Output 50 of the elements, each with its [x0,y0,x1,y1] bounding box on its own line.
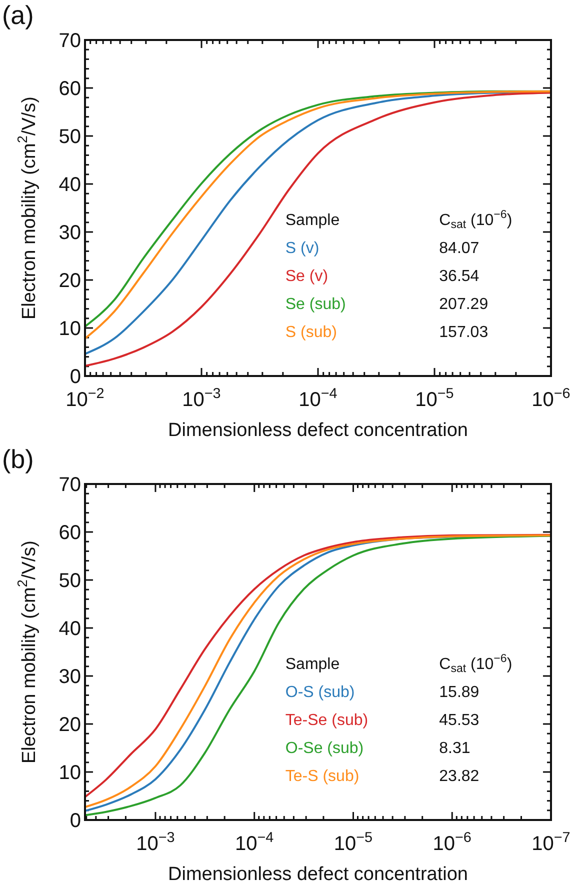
x-axis-title: Dimensionless defect concentration [168,864,468,885]
text: O-S (sub) [285,684,355,701]
legend-title: Sample [285,656,340,673]
y-tick-label: 0 [70,366,81,388]
y-tick-label: 40 [58,174,81,196]
y-tick-label: 40 [58,618,81,640]
x-tick-label: 10$^{−3}$ [182,386,221,411]
y-tick-label: 30 [58,222,81,244]
annotation: 36.54 [439,268,480,285]
text: S (sub) [285,324,337,341]
y-tick-label: 30 [58,666,81,688]
text: S (v) [285,240,320,257]
annotation: 8.31 [439,740,470,757]
annotation: 84.07 [439,240,480,257]
x-tick-label: 10$^{−4}$ [235,830,274,855]
y-tick-label: 0 [70,810,81,832]
annotation: C$_{sat}$ (10$^{−6}$) [439,652,512,675]
text: Te-S (sub) [285,768,360,785]
y-tick-label: 10 [58,762,81,784]
chart-title: (b) [2,444,34,474]
y-tick-label: 50 [58,126,81,148]
y-tick-label: 70 [58,30,81,52]
x-tick-label: 10$^{−6}$ [432,830,472,855]
x-tick-label: 10$^{−5}$ [415,386,454,411]
x-tick-label: 10$^{−3}$ [136,830,175,855]
y-tick-label: 10 [58,318,81,340]
x-tick-label: 10$^{−7}$ [532,830,570,855]
y-tick-label: 20 [58,270,81,292]
text: Te-Se (sub) [285,712,368,729]
x-tick-label: 10$^{−5}$ [334,830,373,855]
y-tick-label: 70 [58,474,81,496]
y-tick-label: 60 [58,78,81,100]
text: Se (sub) [285,296,346,313]
chart-title: (a) [2,0,34,30]
annotation: 23.82 [439,768,480,785]
x-axis-title: Dimensionless defect concentration [168,420,468,441]
y-tick-label: 50 [58,570,81,592]
text: Se (v) [285,268,328,285]
annotation: 45.53 [439,712,480,729]
annotation: 157.03 [439,324,488,341]
x-tick-label: 10$^{−2}$ [66,386,104,411]
x-tick-label: 10$^{−4}$ [298,386,338,411]
y-tick-label: 60 [58,522,81,544]
annotation: C$_{sat}$ (10$^{−6}$) [439,208,512,231]
y-tick-label: 20 [58,714,81,736]
x-tick-label: 10$^{−6}$ [532,386,570,411]
text: O-Se (sub) [285,740,364,757]
annotation: 15.89 [439,684,480,701]
legend-title: Sample [285,212,340,229]
annotation: 207.29 [439,296,488,313]
